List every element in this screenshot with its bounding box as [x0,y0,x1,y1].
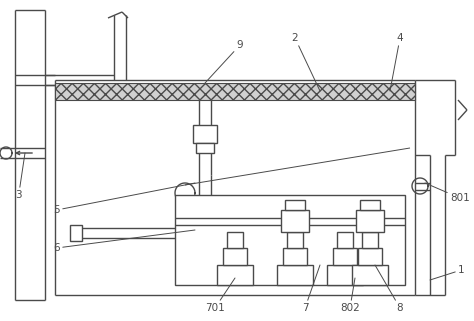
Bar [283,248,307,265]
Bar [196,143,214,153]
Bar [287,232,303,248]
Bar [223,248,247,265]
Text: 4: 4 [390,33,403,91]
Bar [193,125,217,143]
Text: 5: 5 [54,183,195,215]
Bar [360,200,380,210]
Bar [70,225,82,241]
Bar [356,210,384,232]
Bar [285,200,305,210]
Bar [277,265,313,285]
Bar [358,248,382,265]
Text: 3: 3 [15,153,25,200]
Bar [362,232,378,248]
Bar [175,195,405,285]
Bar [337,232,353,248]
Text: 1: 1 [430,265,465,280]
Bar [327,265,363,285]
Bar [281,210,309,232]
Text: 2: 2 [292,33,320,91]
Text: 8: 8 [375,265,403,313]
Text: 7: 7 [301,265,320,313]
Text: 6: 6 [54,230,195,253]
Bar [217,265,253,285]
Text: 802: 802 [340,278,360,313]
Bar [227,232,243,248]
Text: 9: 9 [205,40,243,83]
Bar [333,248,357,265]
Bar [352,265,388,285]
Text: 801: 801 [425,183,470,203]
Text: 701: 701 [205,278,235,313]
Bar [55,83,415,100]
